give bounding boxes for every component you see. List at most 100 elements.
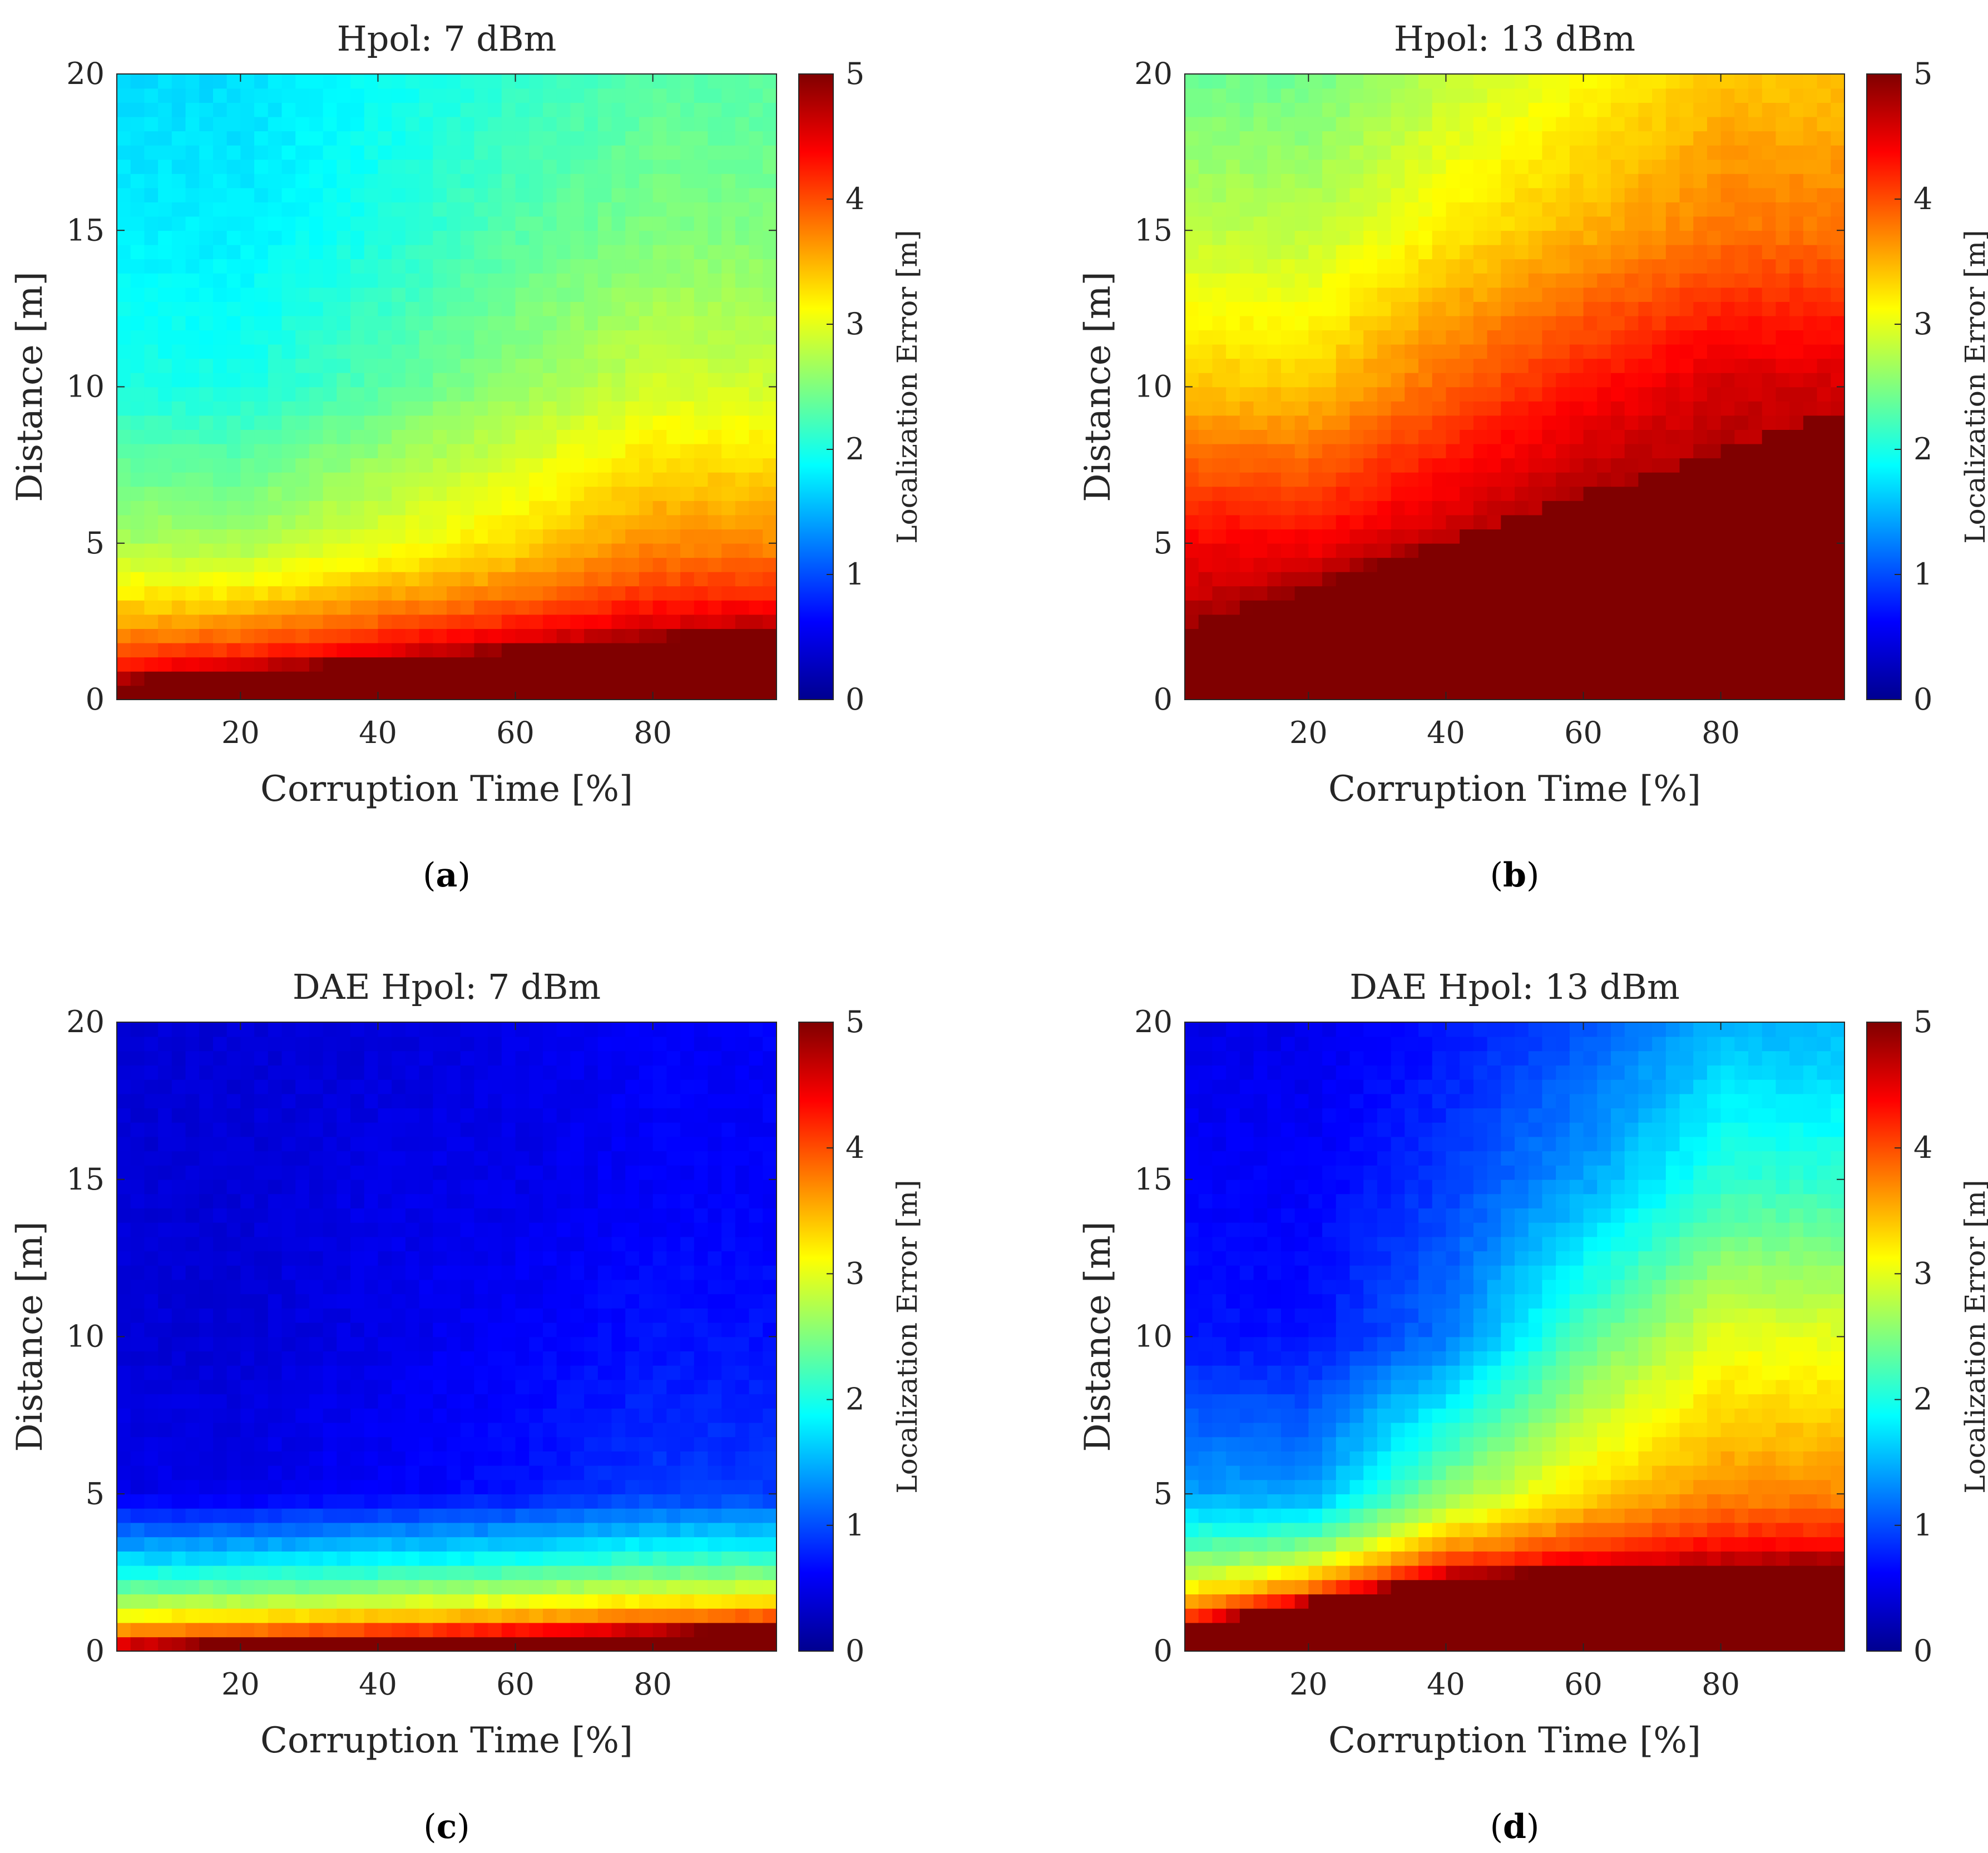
- heatmap-cell: [611, 358, 626, 373]
- heatmap-cell: [1377, 401, 1392, 416]
- heatmap-cell: [309, 1108, 324, 1123]
- heatmap-cell: [1803, 571, 1818, 587]
- heatmap-cell: [694, 301, 709, 316]
- heatmap-cell: [1226, 514, 1240, 529]
- heatmap-cell: [171, 287, 186, 302]
- heatmap-cell: [1542, 429, 1556, 444]
- heatmap-cell: [268, 1265, 283, 1280]
- heatmap-cell: [405, 586, 420, 601]
- heatmap-cell: [1473, 187, 1488, 202]
- heatmap-cell: [295, 586, 310, 601]
- heatmap-cell: [337, 685, 351, 700]
- heatmap-cell: [721, 116, 736, 132]
- heatmap-cell: [542, 330, 557, 345]
- heatmap-cell: [158, 1065, 172, 1080]
- heatmap-cell: [281, 173, 296, 189]
- heatmap-cell: [158, 1479, 172, 1495]
- heatmap-cell: [1803, 387, 1818, 402]
- heatmap-cell: [1418, 429, 1433, 444]
- heatmap-cell: [1817, 88, 1832, 103]
- heatmap-cell: [625, 529, 640, 544]
- heatmap-cell: [1212, 358, 1227, 373]
- heatmap-cell: [1762, 529, 1777, 544]
- heatmap-cell: [254, 529, 269, 544]
- heatmap-cell: [1446, 657, 1460, 672]
- heatmap-cell: [1418, 216, 1433, 231]
- heatmap-cell: [501, 614, 516, 629]
- heatmap-cell: [1748, 529, 1763, 544]
- heatmap-cell: [158, 1351, 172, 1366]
- heatmap-cell: [639, 301, 654, 316]
- heatmap-cell: [1817, 372, 1832, 388]
- heatmap-cell: [1624, 501, 1639, 516]
- heatmap-cell: [158, 230, 172, 245]
- heatmap-cell: [364, 88, 379, 103]
- heatmap-cell: [1831, 600, 1845, 615]
- heatmap-cell: [1693, 529, 1708, 544]
- colorbar-tick-label: 5: [845, 56, 864, 91]
- heatmap-cell: [584, 301, 599, 316]
- heatmap-cell: [212, 571, 228, 587]
- heatmap-cell: [1432, 187, 1447, 202]
- heatmap-cell: [240, 372, 255, 388]
- heatmap-cell: [1405, 74, 1419, 89]
- heatmap-cell: [392, 244, 406, 260]
- heatmap-cell: [1528, 358, 1543, 373]
- heatmap-cell: [158, 1336, 172, 1351]
- heatmap-cell: [1597, 74, 1611, 89]
- heatmap-cell: [281, 1494, 296, 1509]
- heatmap-cell: [1597, 116, 1611, 132]
- heatmap-cell: [1707, 287, 1722, 302]
- heatmap-cell: [1322, 102, 1337, 117]
- heatmap-cell: [144, 1537, 159, 1552]
- heatmap-cell: [240, 1565, 255, 1580]
- heatmap-cell: [749, 173, 764, 189]
- heatmap-cell: [1679, 628, 1694, 643]
- heatmap-cell: [337, 287, 351, 302]
- heatmap-cell: [144, 1093, 159, 1109]
- heatmap-cell: [144, 1551, 159, 1566]
- heatmap-cell: [1652, 102, 1666, 117]
- heatmap-cell: [735, 202, 750, 217]
- heatmap-cell: [1542, 344, 1556, 359]
- heatmap-cell: [309, 671, 324, 686]
- heatmap-cell: [323, 131, 338, 146]
- heatmap-cell: [1583, 685, 1598, 700]
- heatmap-cell: [1405, 614, 1419, 629]
- heatmap-cell: [309, 1394, 324, 1409]
- heatmap-cell: [392, 202, 406, 217]
- heatmap-cell: [570, 514, 585, 529]
- x-tick-label: 80: [634, 715, 672, 750]
- heatmap-cell: [763, 472, 777, 487]
- heatmap-cell: [185, 272, 200, 288]
- heatmap-cell: [460, 330, 475, 345]
- heatmap-cell: [556, 315, 571, 331]
- heatmap-cell: [171, 1179, 186, 1195]
- heatmap-cell: [515, 216, 530, 231]
- heatmap-cell: [405, 387, 420, 402]
- heatmap-cell: [515, 244, 530, 260]
- heatmap-cell: [268, 1565, 283, 1580]
- heatmap-cell: [666, 529, 681, 544]
- heatmap-cell: [1720, 642, 1735, 658]
- heatmap-cell: [1280, 501, 1295, 516]
- heatmap-cell: [1638, 586, 1653, 601]
- heatmap-cell: [171, 1079, 186, 1094]
- heatmap-cell: [1487, 74, 1502, 89]
- heatmap-cell: [1776, 401, 1790, 416]
- heatmap-cell: [144, 1594, 159, 1609]
- heatmap-cell: [680, 486, 695, 501]
- heatmap-cell: [1377, 315, 1392, 331]
- heatmap-cell: [680, 159, 695, 174]
- heatmap-cell: [1817, 657, 1832, 672]
- heatmap-cell: [1748, 88, 1763, 103]
- heatmap-cell: [1460, 401, 1474, 416]
- heatmap-cell: [1679, 685, 1694, 700]
- heatmap-cell: [212, 486, 228, 501]
- heatmap-cell: [1803, 486, 1818, 501]
- heatmap-cell: [1418, 244, 1433, 260]
- heatmap-cell: [419, 486, 434, 501]
- heatmap-cell: [1239, 571, 1254, 587]
- heatmap-cell: [1803, 529, 1818, 544]
- heatmap-cell: [501, 628, 516, 643]
